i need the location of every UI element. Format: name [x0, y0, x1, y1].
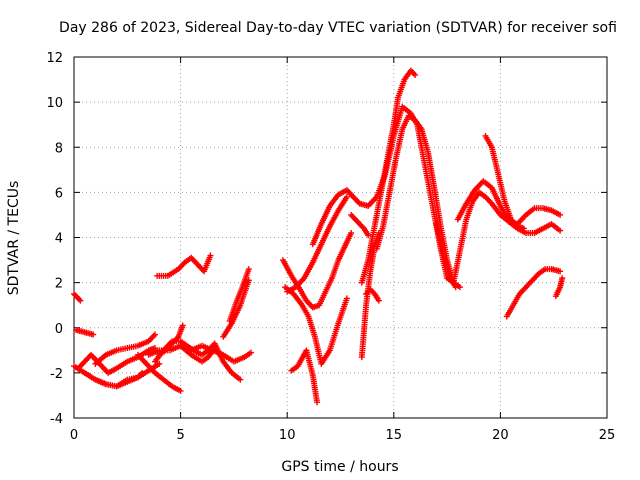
data-point — [245, 277, 252, 284]
data-point — [559, 275, 566, 282]
series-seg-f — [81, 369, 146, 390]
x-tick-label: 10 — [279, 428, 296, 443]
data-point — [139, 369, 146, 376]
data-point — [237, 376, 244, 383]
y-tick-label: -2 — [50, 367, 63, 382]
data-point — [177, 387, 184, 394]
data-point — [452, 284, 459, 291]
series-seg-j — [156, 322, 186, 358]
data-point — [375, 229, 382, 236]
series-seg-l — [154, 252, 214, 279]
data-point — [179, 322, 186, 329]
chart-title: Day 286 of 2023, Sidereal Day-to-day VTE… — [59, 20, 617, 36]
series-seg-k — [177, 342, 218, 365]
data-point — [152, 331, 159, 338]
data-point — [77, 297, 84, 304]
data-point — [207, 252, 214, 259]
series-seg-p — [282, 284, 350, 367]
series-seg-ac — [433, 220, 459, 291]
x-tick-label: 0 — [70, 428, 78, 443]
data-point — [152, 345, 159, 352]
plot-frame — [73, 56, 608, 419]
y-tick-label: -4 — [50, 412, 63, 427]
series-seg-n — [220, 277, 252, 340]
data-point — [348, 229, 355, 236]
x-axis-label: GPS time / hours — [281, 459, 398, 475]
series-seg-aa — [503, 266, 564, 320]
data-point — [211, 345, 218, 352]
series-seg-v — [348, 211, 372, 239]
data-point — [375, 297, 382, 304]
series-seg-w — [358, 229, 382, 361]
series-seg-x — [363, 286, 382, 304]
data-point — [156, 360, 163, 367]
series-seg-b — [73, 327, 97, 338]
series-seg-y — [482, 132, 527, 232]
y-axis-label: SDTVAR / TECUs — [6, 181, 22, 296]
series-seg-a — [71, 290, 84, 304]
data-point — [343, 295, 350, 302]
series-seg-d — [75, 345, 159, 376]
series-seg-ab — [552, 275, 566, 300]
series-seg-z — [454, 178, 564, 236]
series-seg-q — [288, 347, 321, 406]
x-tick-label: 25 — [599, 428, 616, 443]
data-point — [343, 193, 350, 200]
series-seg-e — [92, 331, 159, 367]
y-tick-label: 0 — [55, 322, 63, 337]
data-point — [412, 72, 419, 79]
series-seg-t — [358, 67, 419, 286]
x-tick-label: 15 — [386, 428, 403, 443]
series-seg-o — [279, 229, 355, 311]
y-tick-label: 2 — [55, 277, 63, 292]
data-point — [90, 331, 97, 338]
y-tick-label: 4 — [55, 232, 63, 247]
series-seg-r — [284, 193, 350, 295]
data-point — [557, 211, 564, 218]
y-axis-ticks: -4 -2 0 2 4 6 8 10 12 — [46, 51, 607, 427]
x-tick-label: 20 — [492, 428, 509, 443]
series-seg-m — [226, 266, 252, 324]
y-tick-label: 6 — [55, 186, 63, 201]
data-points — [71, 67, 566, 406]
data-point — [245, 266, 252, 273]
y-tick-label: 10 — [46, 96, 63, 111]
data-point — [314, 399, 321, 406]
data-point — [557, 227, 564, 234]
grid-lines — [74, 57, 607, 418]
data-point — [557, 268, 564, 275]
x-tick-label: 5 — [176, 428, 184, 443]
data-point — [365, 232, 372, 239]
data-point — [247, 349, 254, 356]
y-tick-label: 12 — [46, 51, 63, 66]
series-seg-i — [134, 351, 184, 394]
y-tick-label: 8 — [55, 141, 63, 156]
x-axis-ticks: 0 5 10 15 20 25 — [70, 57, 615, 443]
